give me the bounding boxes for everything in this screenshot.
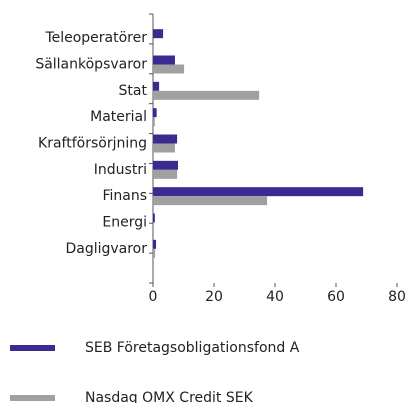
y-tick-label: Industri (94, 162, 147, 178)
legend-label: SEB Företagsobligationsfond A (85, 340, 300, 356)
y-tick-label: Energi (102, 215, 147, 231)
y-tick-label: Material (90, 109, 147, 125)
x-tick-label: 0 (149, 289, 158, 305)
bar (153, 90, 260, 100)
y-tick-label: Sällanköpsvaror (35, 57, 147, 73)
y-tick-label: Dagligvaror (65, 241, 147, 257)
bar (153, 64, 185, 74)
x-tick-label: 20 (205, 289, 223, 305)
bar (153, 213, 155, 223)
bar (153, 55, 175, 65)
bar (153, 29, 164, 39)
x-tick-label: 60 (327, 289, 345, 305)
bar (153, 169, 178, 179)
x-tick-label: 80 (388, 289, 406, 305)
bar (153, 134, 178, 144)
bar (153, 160, 179, 170)
bar (153, 108, 157, 118)
y-tick-label: Teleoperatörer (44, 30, 147, 46)
legend-label: Nasdaq OMX Credit SEK (85, 390, 254, 403)
x-tick-label: 40 (266, 289, 284, 305)
bar (153, 143, 175, 153)
bar (153, 117, 155, 127)
bar (153, 187, 364, 197)
bar (153, 248, 156, 258)
bar (153, 196, 268, 206)
bar (153, 239, 157, 249)
y-tick-label: Finans (102, 188, 147, 204)
y-tick-label: Kraftförsörjning (38, 136, 147, 152)
bar (153, 81, 160, 91)
y-tick-label: Stat (119, 83, 148, 99)
